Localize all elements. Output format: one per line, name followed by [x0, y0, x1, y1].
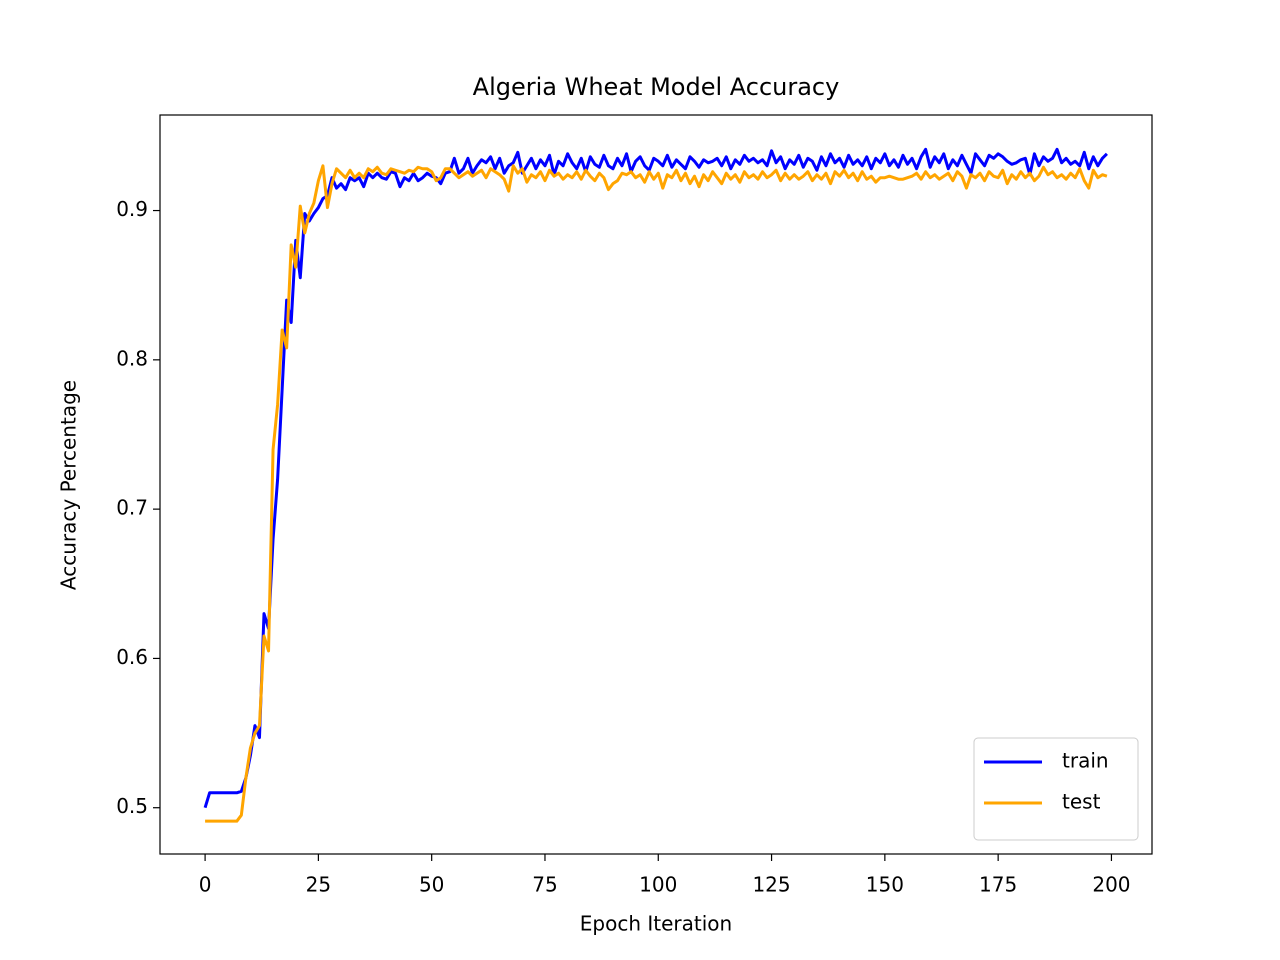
- x-axis-label: Epoch Iteration: [580, 912, 732, 936]
- legend-label: test: [1062, 790, 1101, 814]
- x-tick-label: 50: [419, 873, 444, 897]
- y-tick-label: 0.9: [116, 197, 148, 221]
- line-series: [205, 164, 1108, 823]
- x-tick-label: 100: [639, 873, 677, 897]
- y-tick-label: 0.5: [116, 794, 148, 818]
- chart-title: Algeria Wheat Model Accuracy: [473, 73, 840, 101]
- legend-box: [973, 737, 1139, 841]
- x-tick-label: 25: [306, 873, 331, 897]
- x-tick-label: 175: [979, 873, 1017, 897]
- legend-label: train: [1062, 749, 1109, 773]
- x-tick-label: 150: [866, 873, 904, 897]
- plot-frame: [159, 114, 1153, 855]
- y-tick-label: 0.7: [116, 496, 148, 520]
- y-tick-label: 0.6: [116, 645, 148, 669]
- x-tick-label: 75: [532, 873, 557, 897]
- y-axis-label: Accuracy Percentage: [57, 380, 81, 590]
- y-tick-label: 0.8: [116, 346, 148, 370]
- x-tick-label: 200: [1092, 873, 1130, 897]
- x-tick-label: 0: [199, 873, 212, 897]
- x-tick-label: 125: [752, 873, 790, 897]
- line-series: [203, 147, 1108, 809]
